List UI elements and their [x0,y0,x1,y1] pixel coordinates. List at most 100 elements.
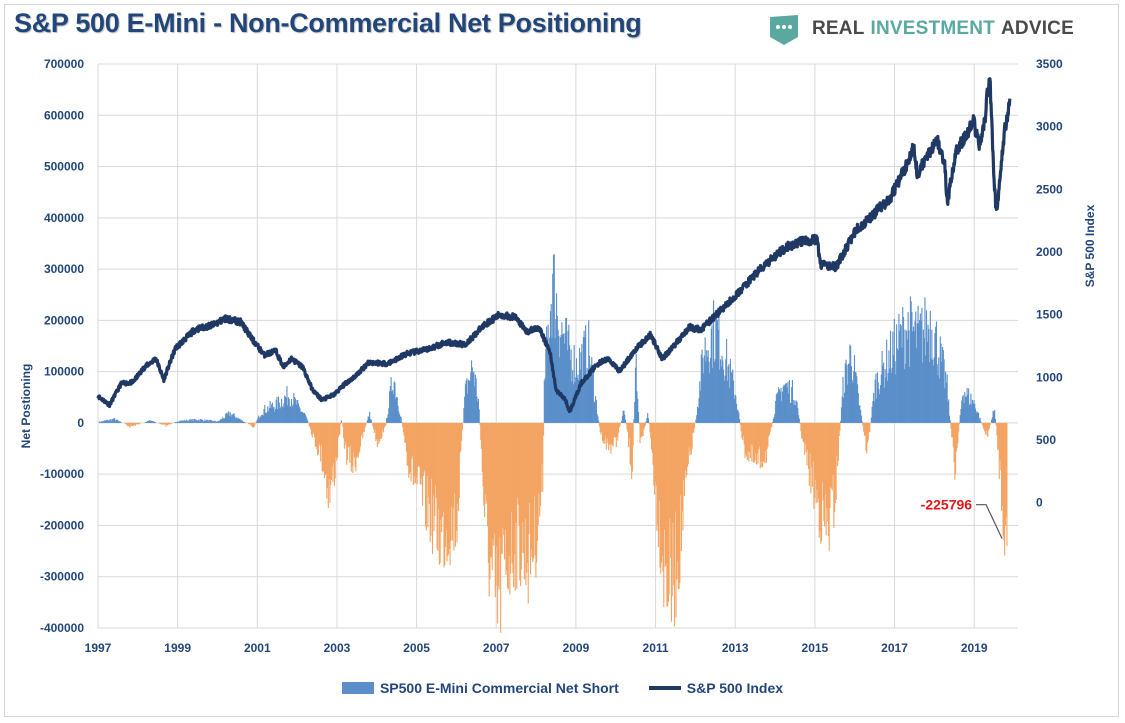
positioning-bar [805,422,807,452]
positioning-bar [778,387,780,423]
positioning-bar [663,422,665,608]
annotation-group: -225796 [921,497,1003,539]
positioning-bar [596,413,598,423]
positioning-bar [843,397,845,423]
positioning-bar [300,411,303,423]
positioning-bar [431,422,434,555]
positioning-bar [955,422,957,475]
positioning-bar [853,355,856,423]
positioning-bar [480,422,482,440]
positioning-bar [556,316,558,423]
positioning-bar [719,359,722,423]
positioning-bar [908,330,910,423]
positioning-bar [638,422,640,425]
positioning-bar [856,376,858,423]
positioning-bar [769,422,771,432]
positioning-bar [815,422,817,504]
positioning-bar [940,343,942,423]
positioning-bar [301,411,303,423]
positioning-bar [527,422,529,604]
positioning-bar [781,401,783,423]
brand-logo: REAL INVESTMENT ADVICE [766,9,1074,49]
positioning-bar [398,411,400,423]
positioning-bar [557,329,559,423]
positioning-bar [683,422,686,497]
positioning-bar [312,422,314,435]
positioning-bar [188,421,190,423]
positioning-bar [511,422,513,564]
positioning-bar [933,357,935,423]
positioning-bar [379,422,381,442]
positioning-bar [118,421,120,423]
positioning-bar [974,403,976,423]
brand-word-investment: INVESTMENT [870,18,995,39]
positioning-bar [487,422,489,527]
positioning-bar [627,422,629,433]
positioning-bar [983,422,985,430]
positioning-bar [569,345,571,423]
positioning-bar [507,422,509,590]
positioning-bar [840,420,842,423]
positioning-bar [687,422,689,465]
positioning-bar [873,401,875,423]
positioning-bar [857,393,859,423]
positioning-bar [735,395,737,423]
positioning-bar [395,397,398,423]
positioning-bar [1002,422,1004,537]
positioning-bar [326,422,328,499]
positioning-bar [711,324,713,423]
positioning-bar [539,422,542,506]
positioning-bar [261,414,264,423]
positioning-bar [612,422,614,447]
positioning-bar [846,365,848,423]
positioning-bar [639,422,641,444]
positioning-bar [957,422,959,444]
positioning-bar [863,422,866,436]
positioning-bar [329,422,331,504]
positioning-bar [768,422,771,435]
positioning-bar [316,422,318,450]
positioning-bar [251,422,254,428]
positioning-bar [242,421,244,423]
positioning-bar [104,420,106,423]
positioning-bar [704,337,706,423]
positioning-bar [126,422,128,425]
positioning-bar [618,422,620,433]
positioning-bar [587,375,589,423]
positioning-bar [729,387,731,423]
positioning-bar [345,422,347,446]
positioning-bar [443,422,445,568]
positioning-bar [628,422,630,439]
positioning-bar [506,422,508,570]
positioning-bar [310,422,313,435]
positioning-bar [732,369,734,423]
positioning-bar [973,400,975,423]
positioning-bar [425,422,427,527]
positioning-bar [886,380,888,423]
positioning-bar [863,422,865,432]
positioning-bar [706,350,708,423]
positioning-bar [461,422,463,441]
positioning-bar [190,419,192,423]
positioning-bar [851,379,853,423]
positioning-bar [752,422,754,446]
positioning-bar [616,422,618,437]
positioning-bar [472,372,474,423]
positioning-bar [228,415,231,423]
y2-tick-label: 1000 [1036,370,1063,384]
positioning-bar [280,406,282,423]
positioning-bar [533,422,535,497]
positioning-bar [748,422,750,462]
positioning-bar [452,422,454,509]
positioning-bar [216,421,218,423]
positioning-bar [220,418,222,423]
positioning-bar [912,326,915,423]
positioning-bar [919,320,921,423]
positioning-bar [238,418,240,423]
positioning-bar [346,422,349,461]
positioning-bar [753,422,755,463]
positioning-bar [659,422,661,568]
positioning-bar [498,422,500,590]
positioning-bar [899,324,902,423]
positioning-bar [513,422,515,588]
